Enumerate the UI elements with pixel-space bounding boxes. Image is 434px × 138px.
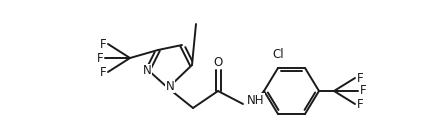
Text: N: N [166, 79, 174, 92]
Text: O: O [214, 55, 223, 68]
Text: F: F [357, 98, 363, 111]
Text: F: F [100, 66, 106, 79]
Text: F: F [100, 38, 106, 51]
Text: N: N [143, 64, 151, 78]
Text: F: F [357, 71, 363, 84]
Text: F: F [360, 84, 366, 98]
Text: F: F [97, 51, 103, 64]
Text: NH: NH [247, 94, 264, 107]
Text: Cl: Cl [272, 47, 284, 60]
